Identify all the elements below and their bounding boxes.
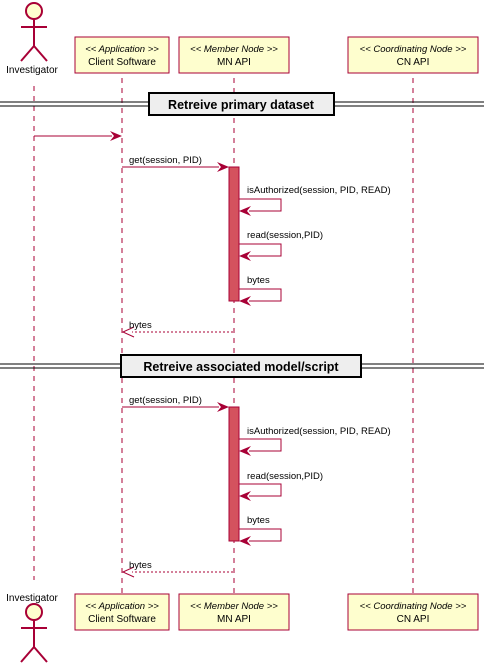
participant-mn-top: << Member Node >> MN API [178, 36, 290, 74]
participant-cn-bottom: << Coordinating Node >> CN API [347, 593, 479, 631]
section-title: Retreive associated model/script [143, 360, 339, 374]
self-message-arrow: read(session,PID) [239, 471, 323, 501]
actor-investigator-bottom: Investigator [6, 593, 59, 663]
participant-mn-bottom: << Member Node >> MN API [178, 593, 290, 631]
participant-client-bottom: << Application >> Client Software [74, 593, 170, 631]
actor-label: Investigator [6, 65, 58, 76]
message-label: bytes [129, 560, 152, 571]
message-label: isAuthorized(session, PID, READ) [247, 426, 391, 437]
participant-label: MN API [217, 614, 251, 625]
participant-label: Client Software [88, 614, 156, 625]
message-label: get(session, PID) [129, 155, 202, 166]
participant-stereotype: << Member Node >> [190, 601, 278, 612]
self-message-arrow: bytes [239, 275, 282, 306]
participant-label: CN API [397, 614, 430, 625]
participant-stereotype: << Application >> [85, 601, 159, 612]
participant-stereotype: << Application >> [85, 44, 159, 55]
message-label: read(session,PID) [247, 230, 323, 241]
participant-stereotype: << Member Node >> [190, 44, 278, 55]
self-message-arrow: isAuthorized(session, PID, READ) [239, 426, 391, 456]
message-label: get(session, PID) [129, 395, 202, 406]
participant-label: MN API [217, 57, 251, 68]
actor-label: Investigator [6, 593, 58, 604]
section-divider: Retreive associated model/script [0, 354, 484, 378]
message-arrow: get(session, PID) [122, 155, 229, 172]
message-label: isAuthorized(session, PID, READ) [247, 185, 391, 196]
section-divider: Retreive primary dataset [0, 92, 484, 116]
participant-cn-top: << Coordinating Node >> CN API [347, 36, 479, 74]
actor-investigator-top: Investigator [6, 2, 59, 76]
message-label: bytes [247, 275, 270, 286]
self-message-arrow: isAuthorized(session, PID, READ) [239, 185, 391, 216]
message-arrow: get(session, PID) [122, 395, 229, 412]
self-message-arrow: bytes [239, 515, 282, 546]
return-message-arrow: bytes [121, 560, 233, 578]
return-message-arrow: bytes [121, 320, 233, 338]
activation-bar [228, 406, 240, 542]
self-message-arrow: read(session,PID) [239, 230, 323, 261]
message-label: bytes [129, 320, 152, 331]
participant-client-top: << Application >> Client Software [74, 36, 170, 74]
participant-label: Client Software [88, 57, 156, 68]
participant-label: CN API [397, 57, 430, 68]
activation-bar [228, 166, 240, 302]
section-title: Retreive primary dataset [168, 98, 315, 112]
message-label: bytes [247, 515, 270, 526]
participant-stereotype: << Coordinating Node >> [360, 44, 467, 55]
message-label: read(session,PID) [247, 471, 323, 482]
participant-stereotype: << Coordinating Node >> [360, 601, 467, 612]
message-arrow [34, 131, 122, 141]
